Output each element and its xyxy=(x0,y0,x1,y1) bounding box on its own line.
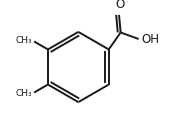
Text: CH₃: CH₃ xyxy=(16,89,32,98)
Text: CH₃: CH₃ xyxy=(16,36,32,45)
Text: OH: OH xyxy=(141,33,159,46)
Text: O: O xyxy=(115,0,124,11)
